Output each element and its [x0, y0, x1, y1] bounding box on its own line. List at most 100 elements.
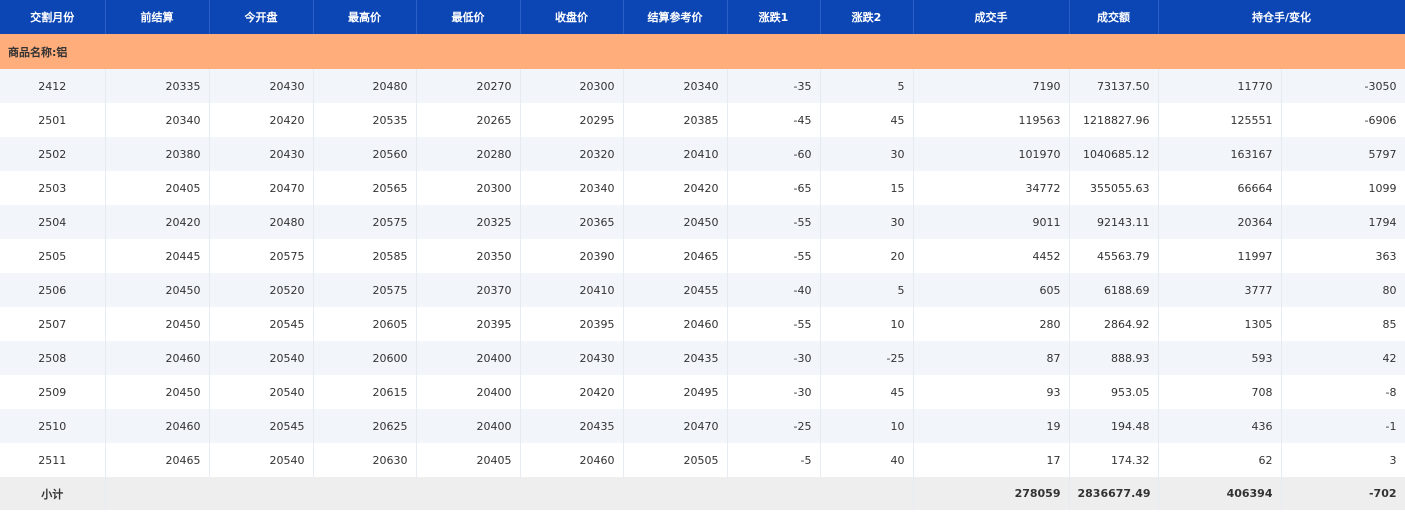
cell: 20575 [209, 239, 314, 273]
header-row: 交割月份 前结算 今开盘 最高价 最低价 收盘价 结算参考价 涨跌1 涨跌2 成交手 成交额 持仓手/… [0, 0, 1405, 34]
cell: 708 [1158, 375, 1282, 409]
data-row: 2412 20335 20430 20480 20270 20300 20340 -35 5 71… [0, 69, 1405, 103]
cell: 45 [820, 375, 914, 409]
cell: 92143.11 [1069, 205, 1159, 239]
cell: 2503 [0, 171, 106, 205]
cell: 20600 [313, 341, 417, 375]
cell: 20430 [209, 69, 314, 103]
cell: 20395 [416, 307, 521, 341]
cell: 20460 [520, 443, 624, 477]
cell: 20520 [209, 273, 314, 307]
cell: 20340 [520, 171, 624, 205]
cell: 19 [913, 409, 1070, 443]
cell: 20560 [313, 137, 417, 171]
data-row: 2510 20460 20545 20625 20400 20435 20470 -25 10 1… [0, 409, 1405, 443]
section-row: 商品名称:铝 [0, 34, 1405, 69]
cell: 20265 [416, 103, 521, 137]
data-row: 2507 20450 20545 20605 20395 20395 20460 -55 10 2… [0, 307, 1405, 341]
cell: 1305 [1158, 307, 1282, 341]
cell: 20450 [105, 375, 210, 409]
cell: 194.48 [1069, 409, 1159, 443]
cell: 20370 [416, 273, 521, 307]
cell: 20405 [105, 171, 210, 205]
cell: 20420 [209, 103, 314, 137]
cell: 10 [820, 307, 914, 341]
cell: 20325 [416, 205, 521, 239]
cell: -60 [727, 137, 821, 171]
cell: 20 [820, 239, 914, 273]
cell: 1794 [1281, 205, 1405, 239]
cell: 20385 [623, 103, 728, 137]
cell: 5 [820, 69, 914, 103]
cell: 1218827.96 [1069, 103, 1159, 137]
cell: -45 [727, 103, 821, 137]
data-row: 2508 20460 20540 20600 20400 20430 20435 -30 -25… [0, 341, 1405, 375]
cell: 20470 [623, 409, 728, 443]
data-row: 2506 20450 20520 20575 20370 20410 20455 -40 5 60… [0, 273, 1405, 307]
cell: 20545 [209, 307, 314, 341]
column-header: 最低价 [416, 0, 521, 34]
quote-table: 交割月份 前结算 今开盘 最高价 最低价 收盘价 结算参考价 涨跌1 涨跌2 成交手 成交额 持仓手/… [0, 0, 1405, 510]
cell: 45 [820, 103, 914, 137]
cell: 20380 [105, 137, 210, 171]
cell: 2501 [0, 103, 106, 137]
cell: -65 [727, 171, 821, 205]
cell: 20430 [209, 137, 314, 171]
subtotal-row: 小计 278059 2836677.49 406394 -702 [0, 477, 1405, 510]
cell: 20340 [105, 103, 210, 137]
cell: -25 [727, 409, 821, 443]
cell: 593 [1158, 341, 1282, 375]
cell: 30 [820, 137, 914, 171]
cell: 45563.79 [1069, 239, 1159, 273]
cell: 20460 [623, 307, 728, 341]
cell: -55 [727, 239, 821, 273]
column-header: 收盘价 [520, 0, 624, 34]
cell: 2505 [0, 239, 106, 273]
cell: 20465 [623, 239, 728, 273]
cell: 20435 [520, 409, 624, 443]
cell: 42 [1281, 341, 1405, 375]
data-row: 2503 20405 20470 20565 20300 20340 20420 -65 15 3… [0, 171, 1405, 205]
column-header: 涨跌1 [727, 0, 821, 34]
cell: 119563 [913, 103, 1070, 137]
cell: 20395 [520, 307, 624, 341]
cell: -55 [727, 307, 821, 341]
subtotal-label: 小计 [0, 477, 106, 510]
cell: 20465 [105, 443, 210, 477]
cell: 355055.63 [1069, 171, 1159, 205]
cell: 20340 [623, 69, 728, 103]
cell: 20540 [209, 375, 314, 409]
column-header: 交割月份 [0, 0, 106, 34]
cell: -5 [727, 443, 821, 477]
cell: 888.93 [1069, 341, 1159, 375]
cell: 2511 [0, 443, 106, 477]
cell: 15 [820, 171, 914, 205]
data-row: 2504 20420 20480 20575 20325 20365 20450 -55 30 9… [0, 205, 1405, 239]
cell: 7190 [913, 69, 1070, 103]
column-header: 今开盘 [209, 0, 314, 34]
cell: 436 [1158, 409, 1282, 443]
cell: 2506 [0, 273, 106, 307]
data-row: 2509 20450 20540 20615 20400 20420 20495 -30 45 9… [0, 375, 1405, 409]
cell: 62 [1158, 443, 1282, 477]
cell: 20450 [105, 273, 210, 307]
cell: 101970 [913, 137, 1070, 171]
cell: 20480 [209, 205, 314, 239]
section-label: 商品名称:铝 [0, 34, 1405, 69]
cell: -1 [1281, 409, 1405, 443]
cell: 20460 [105, 409, 210, 443]
cell: 20400 [416, 409, 521, 443]
cell: 20615 [313, 375, 417, 409]
cell: 20470 [209, 171, 314, 205]
cell: 20335 [105, 69, 210, 103]
cell: 20270 [416, 69, 521, 103]
cell: -30 [727, 341, 821, 375]
column-header: 结算参考价 [623, 0, 728, 34]
column-header: 最高价 [313, 0, 417, 34]
cell: 73137.50 [1069, 69, 1159, 103]
cell: 20625 [313, 409, 417, 443]
cell: 20400 [416, 341, 521, 375]
cell: 20410 [623, 137, 728, 171]
cell: 20320 [520, 137, 624, 171]
cell: 20295 [520, 103, 624, 137]
